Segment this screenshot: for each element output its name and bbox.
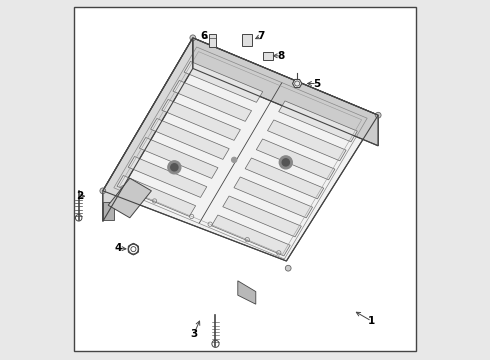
Polygon shape <box>193 38 378 146</box>
Bar <box>263 52 273 60</box>
Polygon shape <box>268 120 346 161</box>
Text: 5: 5 <box>314 78 320 89</box>
Polygon shape <box>162 99 241 140</box>
Polygon shape <box>234 177 313 218</box>
Circle shape <box>232 157 237 162</box>
Circle shape <box>285 265 291 271</box>
Polygon shape <box>108 178 151 218</box>
Polygon shape <box>279 101 357 142</box>
Text: 6: 6 <box>200 31 207 41</box>
Circle shape <box>282 159 290 166</box>
Text: 2: 2 <box>76 191 83 201</box>
Circle shape <box>171 164 178 171</box>
Polygon shape <box>150 118 229 159</box>
Polygon shape <box>238 281 256 304</box>
Circle shape <box>279 156 292 169</box>
Polygon shape <box>256 139 335 180</box>
Circle shape <box>100 188 106 194</box>
Text: 7: 7 <box>258 31 265 41</box>
Text: 1: 1 <box>368 316 375 326</box>
Polygon shape <box>245 158 324 199</box>
Polygon shape <box>117 176 196 216</box>
Text: 3: 3 <box>190 329 197 339</box>
Circle shape <box>190 35 196 41</box>
Polygon shape <box>223 196 301 237</box>
Bar <box>242 34 252 46</box>
Polygon shape <box>293 80 302 87</box>
Text: 4: 4 <box>115 243 122 253</box>
Polygon shape <box>103 38 378 261</box>
Polygon shape <box>139 138 218 179</box>
Polygon shape <box>184 62 263 102</box>
Circle shape <box>375 112 381 118</box>
Polygon shape <box>173 81 251 121</box>
Polygon shape <box>103 202 114 220</box>
Polygon shape <box>128 157 207 197</box>
Polygon shape <box>103 38 193 221</box>
Polygon shape <box>212 215 290 256</box>
FancyBboxPatch shape <box>74 7 416 351</box>
Bar <box>209 34 216 47</box>
Text: 8: 8 <box>277 51 285 61</box>
Circle shape <box>168 161 181 174</box>
